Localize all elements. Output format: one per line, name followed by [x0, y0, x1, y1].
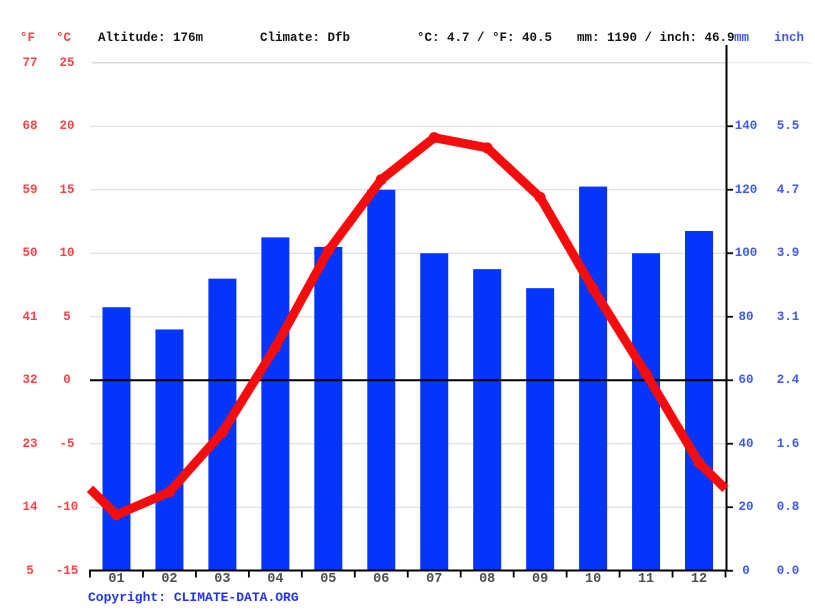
- copyright-line: Copyright: CLIMATE-DATA.ORG: [88, 590, 299, 605]
- celsius-tick-label: 5: [63, 309, 71, 324]
- fahrenheit-tick-label: 41: [22, 309, 38, 324]
- precip-bar: [473, 269, 502, 572]
- inch-tick-label: 0.0: [776, 563, 800, 578]
- month-label: 12: [690, 572, 708, 587]
- temperature-point: [375, 174, 387, 186]
- fahrenheit-tick-label: 5: [26, 563, 34, 578]
- temperature-point: [110, 509, 122, 521]
- precip-bar: [314, 246, 343, 572]
- precip-bar: [420, 253, 449, 572]
- inch-tick-label: 1.6: [776, 436, 800, 451]
- precip-bar: [155, 329, 184, 572]
- header-fahrenheit-unit: °F: [20, 31, 36, 45]
- fahrenheit-tick-label: 32: [22, 373, 38, 388]
- header-inch-unit: inch: [774, 31, 805, 45]
- header-total-precipitation: mm: 1190 / inch: 46.9: [577, 31, 735, 45]
- temperature-point: [640, 368, 652, 380]
- month-label: 01: [108, 572, 125, 587]
- fahrenheit-tick-label: 14: [22, 500, 38, 515]
- header-altitude: Altitude: 176m: [98, 31, 204, 45]
- precip-bar: [261, 237, 290, 572]
- temperature-point: [693, 457, 705, 469]
- precip-bar: [632, 253, 661, 572]
- month-label: 04: [267, 572, 284, 587]
- inch-tick-label: 2.4: [776, 373, 800, 388]
- celsius-tick-label: 20: [59, 119, 75, 134]
- celsius-tick-label: -15: [55, 563, 79, 578]
- inch-tick-label: 0.8: [776, 500, 800, 515]
- celsius-tick-label: 25: [59, 55, 75, 70]
- fahrenheit-tick-label: 68: [22, 119, 38, 134]
- mm-tick-label: 40: [738, 436, 754, 451]
- temperature-point: [269, 341, 281, 353]
- header-celsius-unit: °C: [56, 31, 72, 45]
- mm-tick-label: 80: [738, 309, 754, 324]
- precip-bar: [579, 186, 608, 572]
- month-label: 07: [426, 572, 443, 587]
- precip-bar: [685, 231, 714, 572]
- fahrenheit-tick-label: 77: [22, 55, 38, 70]
- temperature-point: [587, 283, 599, 295]
- celsius-tick-label: 0: [63, 373, 71, 388]
- header-mm-unit: mm: [734, 31, 750, 45]
- celsius-tick-label: 10: [59, 246, 75, 261]
- month-label: 08: [479, 572, 496, 587]
- temperature-point: [428, 132, 440, 144]
- precip-bar: [102, 307, 131, 572]
- copyright-link[interactable]: CLIMATE-DATA.ORG: [173, 590, 299, 605]
- month-label: 05: [320, 572, 337, 587]
- temperature-point: [534, 191, 546, 203]
- header-average-temperature: °C: 4.7 / °F: 40.5: [417, 31, 553, 45]
- header-climate-class: Climate: Dfb: [260, 31, 351, 45]
- mm-tick-label: 60: [738, 373, 754, 388]
- fahrenheit-tick-label: 59: [22, 182, 38, 197]
- copyright-prefix: Copyright:: [88, 590, 167, 605]
- mm-tick-label: 120: [734, 182, 758, 197]
- month-label: 03: [214, 572, 231, 587]
- celsius-tick-label: 15: [59, 182, 75, 197]
- fahrenheit-tick-label: 50: [22, 246, 38, 261]
- month-label: 02: [161, 572, 178, 587]
- month-label: 11: [637, 572, 655, 587]
- inch-tick-label: 4.7: [776, 182, 800, 197]
- mm-tick-label: 140: [734, 119, 758, 134]
- temperature-point: [322, 245, 334, 257]
- month-label: 10: [584, 572, 602, 587]
- fahrenheit-tick-label: 23: [22, 436, 38, 451]
- inch-tick-label: 3.9: [776, 246, 800, 261]
- temperature-line: [86, 133, 729, 520]
- mm-tick-label: 100: [734, 246, 758, 261]
- inch-tick-label: 5.5: [776, 119, 800, 134]
- temperature-point: [216, 426, 228, 438]
- mm-tick-label: 20: [738, 500, 754, 515]
- celsius-tick-label: -5: [59, 436, 75, 451]
- month-label: 09: [532, 572, 549, 587]
- temperature-point: [163, 486, 175, 498]
- celsius-tick-label: -10: [55, 500, 79, 515]
- precip-bar: [526, 288, 555, 572]
- temperature-point: [481, 142, 493, 154]
- month-label: 06: [373, 572, 390, 587]
- inch-tick-label: 3.1: [776, 309, 800, 324]
- mm-tick-label: 0: [742, 563, 750, 578]
